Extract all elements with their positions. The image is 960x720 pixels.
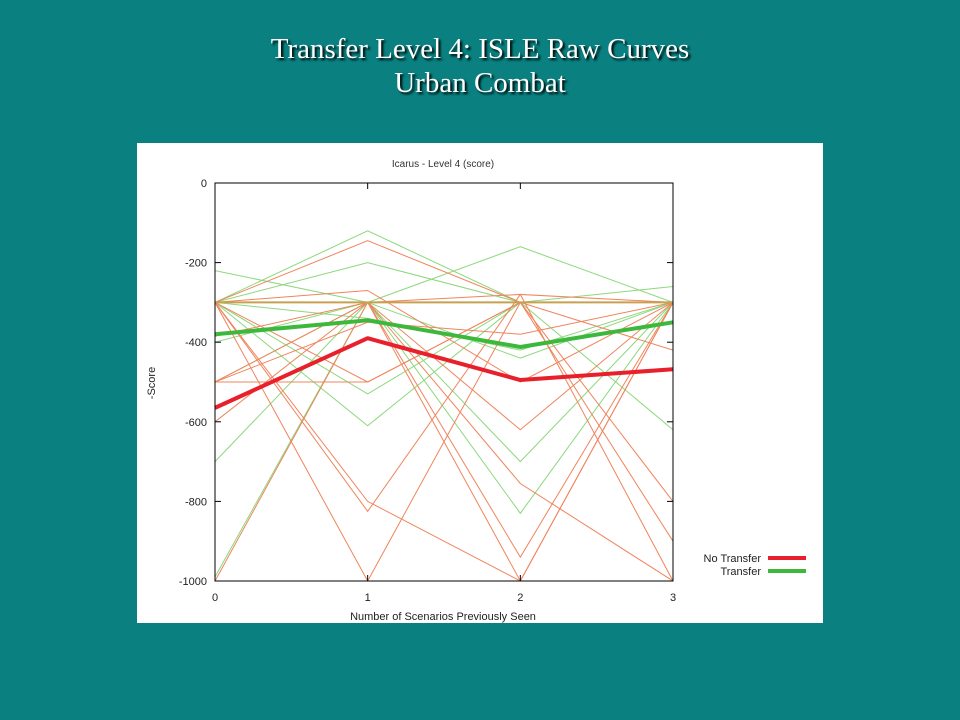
plot-frame bbox=[214, 182, 674, 582]
mean-lines bbox=[214, 318, 674, 410]
line-chart: Icarus - Level 4 (score) -Score Number o… bbox=[146, 159, 806, 623]
axis-ticks: 0 -200 -400 -600 -800 -1000 0 1 2 3 bbox=[179, 178, 676, 604]
x-tick-label: 0 bbox=[212, 592, 218, 604]
no-transfer-raw-line-6 bbox=[215, 301, 673, 581]
transfer-raw-line-3 bbox=[215, 285, 673, 303]
no-transfer-raw-line-5 bbox=[215, 301, 673, 383]
no-transfer-raw-line-14 bbox=[215, 301, 673, 423]
x-tick-label: 1 bbox=[365, 592, 371, 604]
y-tick-label: -1000 bbox=[179, 576, 207, 588]
no-transfer-raw-line-17 bbox=[215, 289, 673, 383]
raw-run-lines bbox=[215, 230, 673, 581]
y-tick-label: -400 bbox=[185, 337, 207, 349]
y-axis-label: -Score bbox=[146, 367, 158, 399]
x-tick-label: 3 bbox=[670, 592, 676, 604]
slide-title-line1: Transfer Level 4: ISLE Raw Curves bbox=[270, 33, 690, 65]
x-tick-label: 2 bbox=[517, 592, 523, 604]
plot-border bbox=[214, 182, 674, 582]
transfer-raw-line-1 bbox=[215, 262, 673, 303]
slide-title-line2: Urban Combat bbox=[394, 67, 566, 99]
chart-panel: Icarus - Level 4 (score) -Score Number o… bbox=[137, 143, 823, 623]
transfer-raw-line-12 bbox=[215, 301, 673, 359]
transfer-raw-line-10 bbox=[215, 301, 673, 395]
no-transfer-raw-line-7 bbox=[215, 301, 673, 559]
series-line-no-transfer bbox=[214, 336, 674, 410]
transfer-raw-line-4 bbox=[215, 270, 673, 303]
no-transfer-raw-line-16 bbox=[215, 301, 673, 383]
y-tick-label: -200 bbox=[185, 258, 207, 270]
legend-label: No Transfer bbox=[704, 553, 762, 565]
no-transfer-raw-line-15 bbox=[215, 293, 673, 581]
y-tick-label: -600 bbox=[185, 417, 207, 429]
y-tick-label: 0 bbox=[201, 178, 207, 190]
slide-title: Transfer Level 4: ISLE Raw Curves Urban … bbox=[0, 32, 960, 100]
transfer-raw-line-0 bbox=[215, 230, 673, 303]
y-tick-label: -800 bbox=[185, 496, 207, 508]
chart-title: Icarus - Level 4 (score) bbox=[392, 159, 494, 170]
no-transfer-raw-line-12 bbox=[215, 301, 673, 581]
series-line-transfer bbox=[214, 318, 674, 349]
no-transfer-raw-line-4 bbox=[215, 293, 673, 513]
legend-label: Transfer bbox=[720, 566, 761, 578]
x-axis-label: Number of Scenarios Previously Seen bbox=[350, 611, 536, 623]
